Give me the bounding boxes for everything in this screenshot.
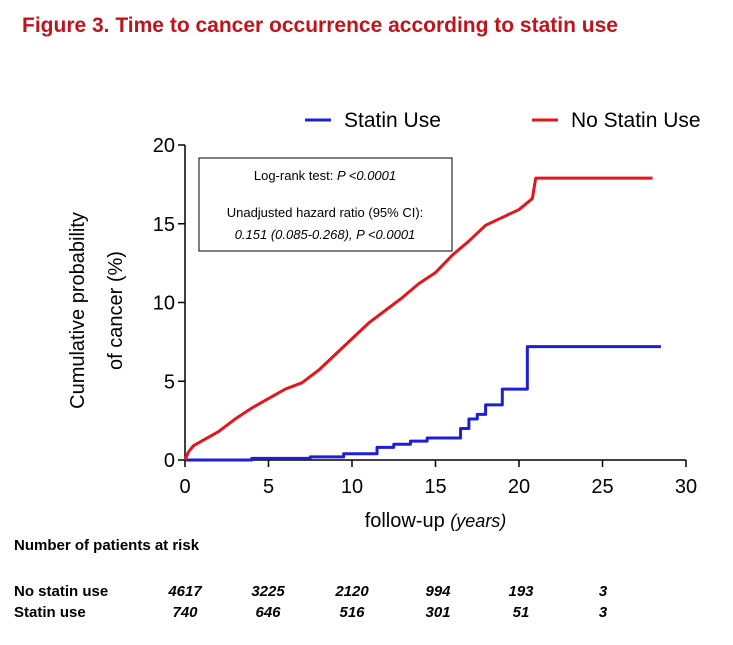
legend-label: No Statin Use (571, 109, 701, 132)
annotation-hr-label: Unadjusted hazard ratio (95% CI): (227, 205, 424, 220)
risk-cell: 3 (598, 604, 608, 621)
risk-cell: 3225 (251, 583, 285, 600)
risk-cell: 2120 (335, 583, 369, 600)
y-axis-label-line2: of cancer (%) (105, 251, 127, 370)
legend-label: Statin Use (344, 109, 441, 132)
risk-row-label: No statin use (14, 583, 109, 600)
risk-table-heading: Number of patients at risk (14, 537, 200, 554)
y-tick-label: 5 (164, 371, 175, 393)
annotation-box (198, 157, 453, 252)
x-tick-label: 0 (179, 476, 190, 498)
risk-cell: 301 (425, 604, 451, 621)
risk-row-label: Statin use (14, 604, 86, 621)
series-line-statin-use (185, 345, 661, 462)
risk-cell: 740 (172, 604, 198, 621)
x-tick-label: 15 (424, 476, 446, 498)
annotation-hr-value: 0.151 (0.085-0.268), P <0.0001 (235, 227, 416, 242)
risk-cell: 193 (508, 583, 534, 600)
risk-cell: 51 (512, 604, 530, 621)
risk-row-statin: Statin use 740 646 516 301 51 3 (0, 604, 733, 624)
y-tick-label: 0 (164, 450, 175, 472)
y-tick-label: 20 (153, 135, 175, 157)
x-tick-label: 20 (508, 476, 530, 498)
y-axis-label-line1: Cumulative probability (67, 212, 89, 409)
risk-cell: 4617 (168, 583, 202, 600)
x-tick-label: 5 (263, 476, 274, 498)
figure-title: Figure 3. Time to cancer occurrence acco… (22, 14, 618, 37)
risk-cell: 994 (425, 583, 451, 600)
x-axis-label: follow-up (years) (365, 510, 507, 532)
series-line-no-statin-use (183, 176, 653, 461)
risk-cell: 646 (255, 604, 281, 621)
risk-row-no-statin: No statin use 4617 3225 2120 994 193 3 (0, 583, 733, 603)
risk-cell: 516 (339, 604, 365, 621)
y-tick-label: 15 (153, 214, 175, 236)
x-tick-label: 10 (341, 476, 363, 498)
annotation-logrank: Log-rank test: P <0.0001 (254, 168, 396, 183)
x-tick-label: 25 (591, 476, 613, 498)
risk-cell: 3 (598, 583, 608, 600)
x-tick-label: 30 (675, 476, 697, 498)
y-tick-label: 10 (153, 293, 175, 315)
